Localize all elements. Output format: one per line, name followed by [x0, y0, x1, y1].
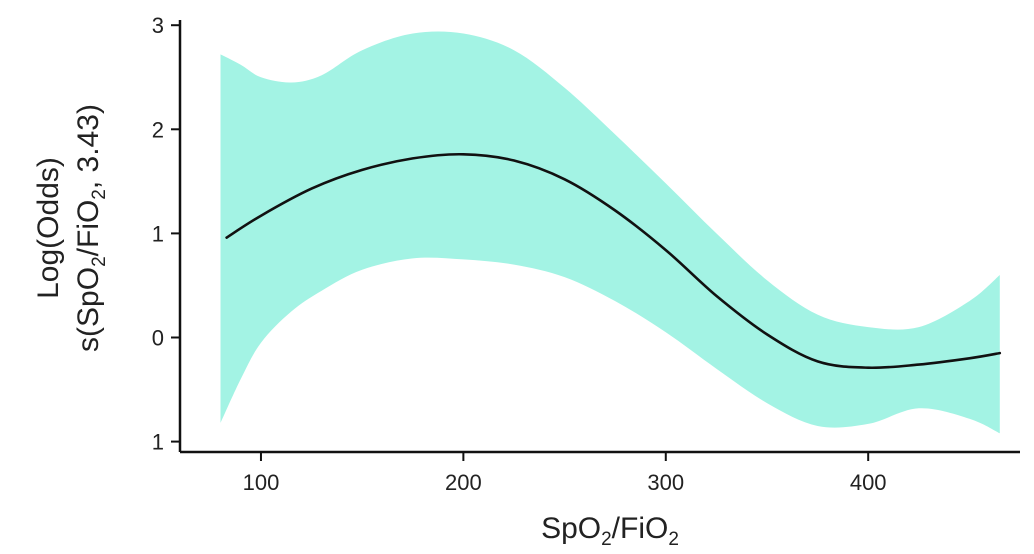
y-tick-label: 0	[152, 325, 164, 350]
plot-area	[220, 31, 1002, 434]
y-tick-label: 1	[152, 430, 164, 455]
y-tick-label: 1	[152, 221, 164, 246]
y-tick-label: 2	[152, 117, 164, 142]
x-tick-label: 400	[850, 470, 887, 495]
x-axis-title: SpO2/FiO2	[541, 512, 679, 550]
x-tick-label: 300	[647, 470, 684, 495]
x-tick-label: 100	[243, 470, 280, 495]
smooth-fit-line	[225, 152, 1002, 370]
y-ticks: 1 0 1 2 3	[152, 13, 180, 455]
x-axis: 100 200 300 400	[180, 450, 1020, 495]
confidence-band	[220, 31, 1000, 434]
y-axis-title-line2: s(SpO2/FiO2, 3.43)	[72, 104, 110, 352]
x-ticks: 100 200 300 400	[243, 452, 887, 495]
y-tick-label: 3	[152, 13, 164, 38]
x-tick-label: 200	[445, 470, 482, 495]
y-axis: 1 0 1 2 3	[152, 13, 182, 455]
y-axis-title-line1: Log(Odds)	[32, 157, 65, 299]
